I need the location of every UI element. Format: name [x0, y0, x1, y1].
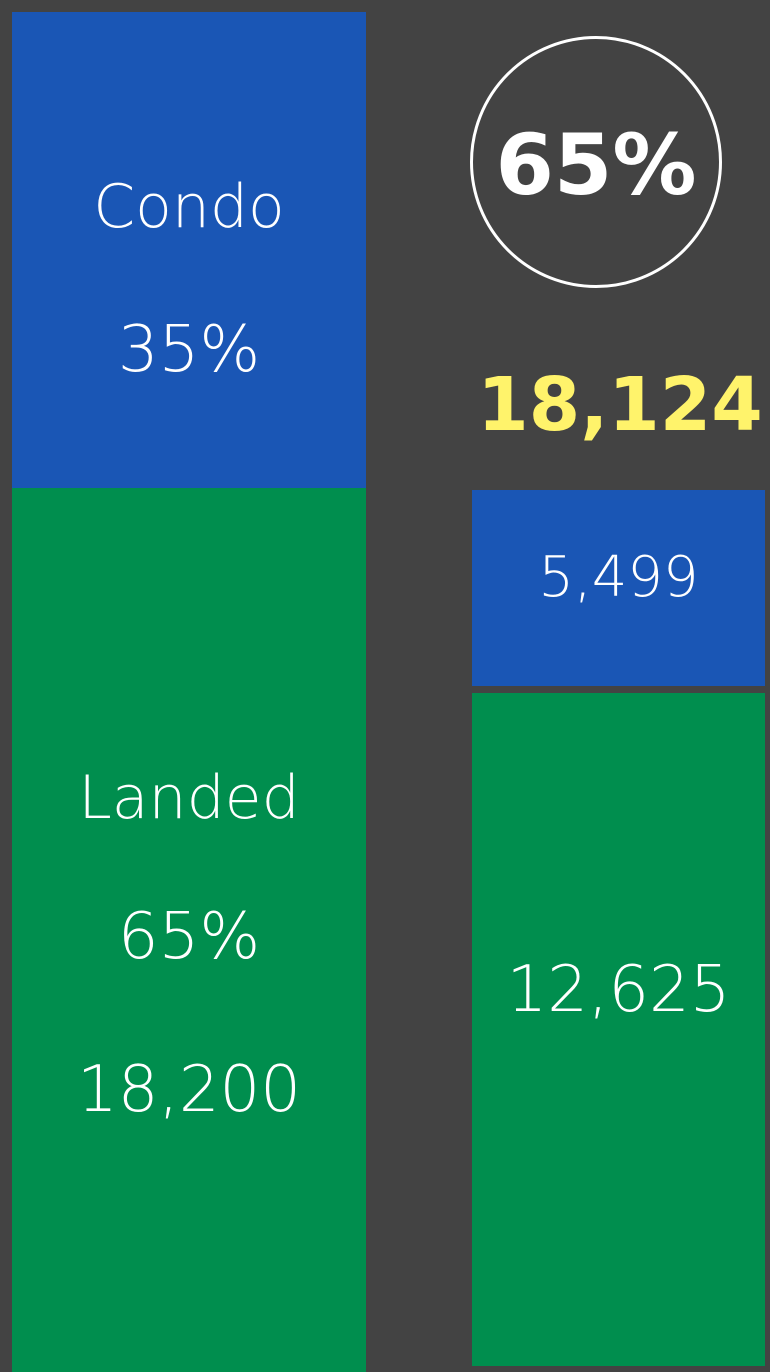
condo-block: Condo 35%	[12, 12, 366, 488]
segment-count: 18,200	[77, 1053, 301, 1127]
total: 18,124	[477, 362, 763, 448]
condo-count-block: 5,499	[472, 490, 765, 686]
segment-share: 35%	[117, 313, 261, 387]
count: 12,625	[506, 953, 731, 1027]
badge-circle: 65%	[470, 36, 722, 288]
segment-share: 65%	[117, 900, 261, 974]
segment-label: Condo	[93, 172, 285, 242]
landed-block: Landed 65% 18,200	[12, 488, 366, 1372]
count: 5,499	[538, 545, 699, 610]
badge-text: 65%	[495, 116, 697, 214]
segment-label: Landed	[78, 763, 300, 833]
landed-count-block: 12,625	[472, 693, 765, 1366]
